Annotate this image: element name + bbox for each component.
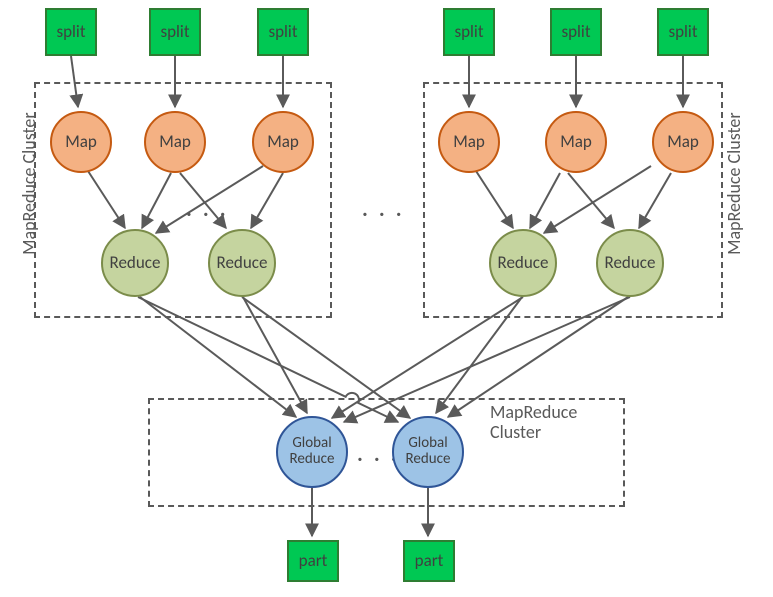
global-reduce-node: Global Reduce — [276, 416, 348, 488]
ellipsis-left: . . . — [186, 195, 229, 222]
split-node: split — [45, 8, 97, 56]
reduce-node: Reduce — [101, 229, 169, 297]
split-node: split — [149, 8, 201, 56]
reduce-node: Reduce — [596, 229, 664, 297]
part-node: part — [287, 540, 339, 582]
map-node: Map — [252, 111, 314, 173]
split-node: split — [257, 8, 309, 56]
cluster-right-label: MapReduce Cluster — [725, 145, 745, 255]
part-node: part — [403, 540, 455, 582]
map-node: Map — [144, 111, 206, 173]
map-node: Map — [652, 111, 714, 173]
reduce-node: Reduce — [208, 229, 276, 297]
map-node: Map — [545, 111, 607, 173]
global-reduce-node: Global Reduce — [392, 416, 464, 488]
split-node: split — [657, 8, 709, 56]
reduce-node: Reduce — [489, 229, 557, 297]
cluster-bottom-label: MapReduce Cluster — [490, 403, 610, 443]
split-node: split — [443, 8, 495, 56]
map-node: Map — [50, 111, 112, 173]
ellipsis-center: . . . — [362, 195, 405, 222]
split-node: split — [550, 8, 602, 56]
cluster-left-label: MapReduce Cluster — [20, 145, 40, 255]
map-node: Map — [438, 111, 500, 173]
